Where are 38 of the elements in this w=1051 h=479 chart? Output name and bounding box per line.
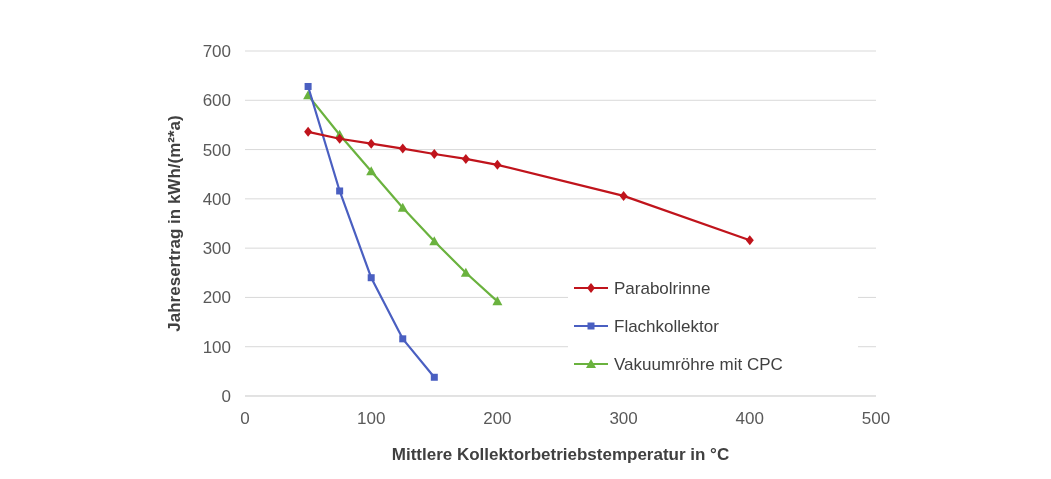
- point: [304, 82, 312, 90]
- y-tick-label: 0: [221, 386, 231, 406]
- point: [366, 166, 377, 176]
- y-tick-label: 700: [202, 41, 231, 61]
- legend-label: Parabolrinne: [614, 278, 711, 298]
- point: [619, 190, 628, 201]
- y-tick-label: 400: [202, 189, 231, 209]
- point: [397, 202, 408, 212]
- x-tick-label: 300: [609, 409, 638, 428]
- y-tick-label: 500: [202, 140, 231, 160]
- y-tick-label: 600: [202, 91, 231, 111]
- legend-label: Vakuumröhre mit CPC: [614, 354, 783, 374]
- x-tick-label: 0: [240, 409, 250, 428]
- point: [304, 126, 313, 137]
- point: [429, 236, 440, 246]
- point: [493, 159, 502, 170]
- y-tick-label: 300: [202, 239, 231, 259]
- x-tick-label: 400: [735, 409, 764, 428]
- point: [492, 296, 503, 306]
- y-tick-label: 100: [202, 337, 231, 357]
- y-tick-label: 200: [202, 288, 231, 308]
- x-tick-label: 200: [483, 409, 512, 428]
- legend-label: Flachkollektor: [614, 316, 720, 336]
- point: [367, 274, 375, 282]
- point: [367, 138, 376, 149]
- x-tick-label: 500: [861, 409, 891, 428]
- point: [335, 133, 344, 144]
- point: [336, 187, 344, 195]
- x-axis-title: Mittlere Kollektorbetriebstemperatur in °C: [391, 445, 730, 464]
- point: [430, 149, 439, 160]
- point: [398, 143, 407, 154]
- point: [399, 335, 407, 343]
- point: [461, 153, 470, 164]
- point: [745, 235, 754, 246]
- x-tick-label: 100: [357, 409, 386, 428]
- point: [460, 267, 471, 277]
- point: [430, 373, 438, 381]
- y-axis-title: Jahresertrag in kWh/(m²*a): [165, 115, 184, 332]
